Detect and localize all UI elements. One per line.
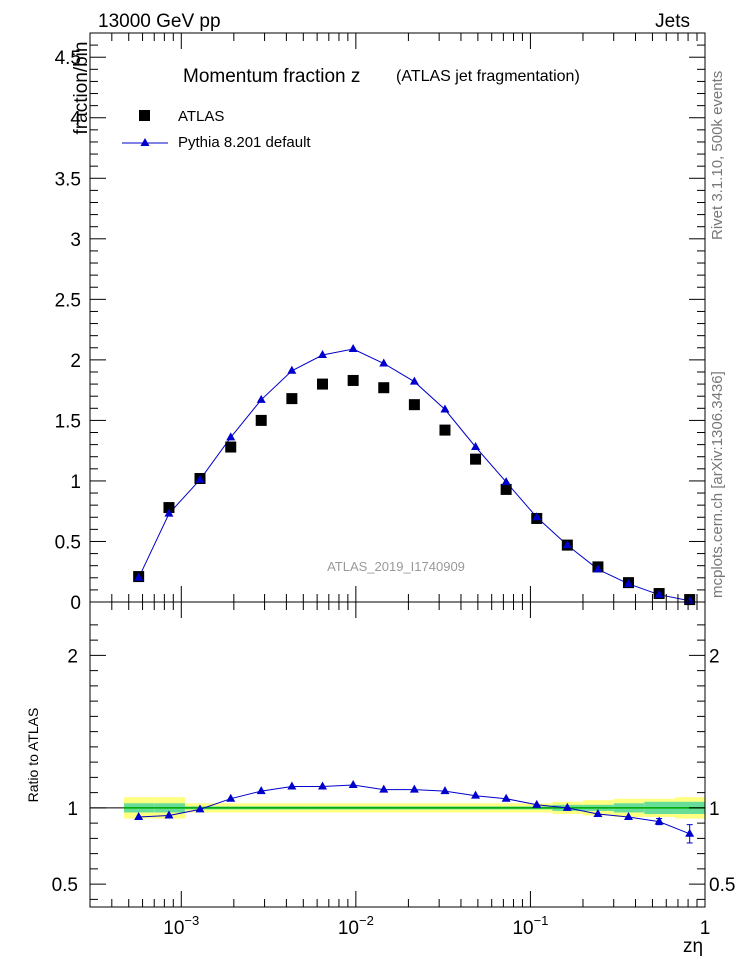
legend: ATLAS Pythia 8.201 default xyxy=(122,108,311,151)
pythia-data-point xyxy=(501,477,511,486)
ratio-y-tick-label: 0.5 xyxy=(52,875,78,896)
x-tick-label: 1 xyxy=(700,918,711,939)
ratio-axis-ticks: 0.5 0.5 1 1 2 2 10−3 10−2 10−1 1 xyxy=(52,602,735,939)
pythia-ratio-point xyxy=(287,781,297,790)
main-y-tick-label: 1 xyxy=(70,472,81,493)
pythia-data-point xyxy=(317,350,327,359)
pythia-ratio-point xyxy=(501,793,511,802)
pythia-data-point xyxy=(562,540,572,549)
pythia-data-point xyxy=(409,376,419,385)
x-tick-label: 10−2 xyxy=(338,913,374,939)
pythia-data-point xyxy=(226,432,236,441)
main-y-tick-label: 2 xyxy=(70,351,81,372)
legend-pythia-label: Pythia 8.201 default xyxy=(178,134,311,151)
legend-atlas-label: ATLAS xyxy=(178,108,224,125)
pythia-ratio-point xyxy=(164,810,174,819)
pythia-ratio-point xyxy=(348,780,358,788)
pythia-data-point xyxy=(654,589,664,598)
main-y-tick-label: 3.5 xyxy=(55,169,81,190)
main-y-axis-label: fraction/bin xyxy=(71,42,92,135)
pythia-data-point xyxy=(134,572,144,581)
pythia-ratio-point xyxy=(134,812,144,821)
pythia-data-point xyxy=(532,512,542,521)
pythia-ratio-point xyxy=(379,784,389,793)
atlas-data-point xyxy=(500,483,512,495)
atlas-data-point xyxy=(470,453,482,465)
main-y-tick-label: 4.5 xyxy=(55,48,81,69)
ratio-y-tick-label: 1 xyxy=(67,799,78,820)
pythia-ratio-point xyxy=(593,808,603,817)
main-data-layer xyxy=(133,343,696,606)
pythia-data-point xyxy=(164,508,174,517)
main-y-tick-label: 1.5 xyxy=(55,411,81,432)
atlas-data-point xyxy=(316,378,328,390)
pythia-ratio-point xyxy=(624,812,634,821)
pythia-data-point xyxy=(256,394,266,403)
x-axis-label: zη xyxy=(683,936,703,957)
pythia-ratio-point xyxy=(409,784,419,793)
atlas-data-point xyxy=(378,382,390,394)
atlas-data-point xyxy=(255,414,267,426)
x-tick-label: 10−3 xyxy=(163,913,199,939)
atlas-data-point xyxy=(225,441,237,453)
legend-pythia-marker xyxy=(140,138,150,146)
analysis-watermark: ATLAS_2019_I1740909 xyxy=(327,559,465,574)
main-y-tick-label: 0.5 xyxy=(55,532,81,553)
pythia-data-point xyxy=(593,564,603,573)
atlas-data-point xyxy=(286,393,298,405)
rivet-version-label: Rivet 3.1.10, 500k events xyxy=(709,71,726,240)
atlas-data-point xyxy=(408,399,420,411)
main-axis-ticks: 0 0.5 1 1.5 2 2.5 3 3.5 4 4.5 xyxy=(55,32,706,614)
atlas-data-point xyxy=(439,424,451,436)
pythia-ratio-point xyxy=(317,781,327,790)
legend-atlas-marker xyxy=(139,110,150,121)
ratio-y-tick-label-right: 1 xyxy=(709,799,720,820)
ratio-y-tick-label-right: 0.5 xyxy=(709,875,735,896)
pythia-ratio-point xyxy=(256,786,266,795)
pythia-data-point xyxy=(379,358,389,367)
main-y-tick-label: 2.5 xyxy=(55,290,81,311)
ratio-frame xyxy=(89,601,706,908)
atlas-data-point xyxy=(347,374,359,386)
ratio-y-tick-label-right: 2 xyxy=(709,646,720,667)
pythia-ratio-point xyxy=(226,793,236,802)
pythia-data-point xyxy=(195,474,205,483)
ratio-y-tick-label: 2 xyxy=(67,646,78,667)
pythia-data-point xyxy=(471,442,481,451)
main-y-tick-label: 4 xyxy=(70,109,81,130)
pythia-data-point xyxy=(348,343,358,352)
main-y-tick-label: 0 xyxy=(70,593,81,614)
x-tick-label: 10−1 xyxy=(512,913,548,939)
pythia-ratio-point xyxy=(471,790,481,799)
pythia-data-point xyxy=(440,404,450,413)
mcplots-label: mcplots.cern.ch [arXiv:1306.3436] xyxy=(709,371,726,598)
chart-subtitle: (ATLAS jet fragmentation) xyxy=(396,68,580,85)
chart-title: Momentum fraction z xyxy=(183,66,360,87)
pythia-ratio-point xyxy=(532,799,542,808)
pythia-ratio-point xyxy=(440,786,450,795)
ratio-panel: 0.5 0.5 1 1 2 2 10−3 10−2 10−1 1 Ratio to ATLAS z… xyxy=(25,601,735,957)
pythia-ratio-point xyxy=(562,802,572,811)
pythia-ratio-point xyxy=(685,828,695,837)
main-y-tick-label: 3 xyxy=(70,230,81,251)
ratio-data-layer xyxy=(90,780,705,844)
ratio-y-axis-label: Ratio to ATLAS xyxy=(25,708,41,803)
pythia-data-point xyxy=(287,365,297,374)
pythia-data-point xyxy=(624,578,634,587)
pythia-ratio-point xyxy=(654,816,664,825)
main-panel: 0 0.5 1 1.5 2 2.5 3 3.5 4 4.5 fraction/bin Moment… xyxy=(55,32,706,614)
pythia-ratio-point xyxy=(195,804,205,813)
header-process: Jets xyxy=(655,11,690,32)
header-energy: 13000 GeV pp xyxy=(98,11,221,32)
atlas-data-point xyxy=(163,502,175,514)
